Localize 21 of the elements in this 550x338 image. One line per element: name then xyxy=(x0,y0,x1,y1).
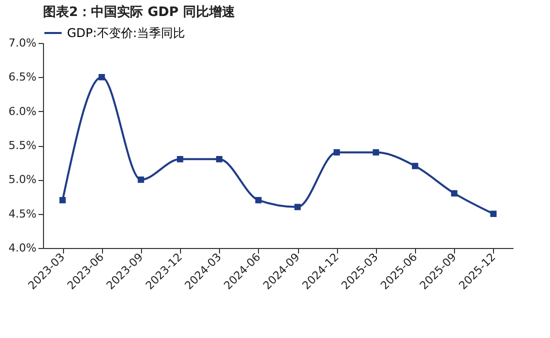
point xyxy=(490,210,497,217)
point xyxy=(372,149,380,156)
y-tick-label: 4.0% xyxy=(8,242,36,254)
point xyxy=(98,74,105,80)
chart-title: 图表2：中国实际 GDP 同比增速 xyxy=(43,4,236,20)
y-tick-label: 6.0% xyxy=(8,104,36,118)
point xyxy=(334,149,340,156)
point xyxy=(176,156,184,162)
legend-label: GDP:不变价:当季同比 xyxy=(67,26,185,40)
y-tick-label: 5.0% xyxy=(8,173,36,186)
point xyxy=(451,190,458,196)
point xyxy=(255,197,262,204)
point xyxy=(138,176,144,183)
point xyxy=(412,162,418,170)
y-tick-label: 4.5% xyxy=(8,207,36,220)
y-tick-label: 7.0% xyxy=(8,36,36,50)
point xyxy=(294,204,301,210)
point xyxy=(59,197,66,204)
point xyxy=(216,156,222,162)
y-tick-label: 5.5% xyxy=(8,139,36,152)
y-tick-label: 6.5% xyxy=(8,70,36,84)
